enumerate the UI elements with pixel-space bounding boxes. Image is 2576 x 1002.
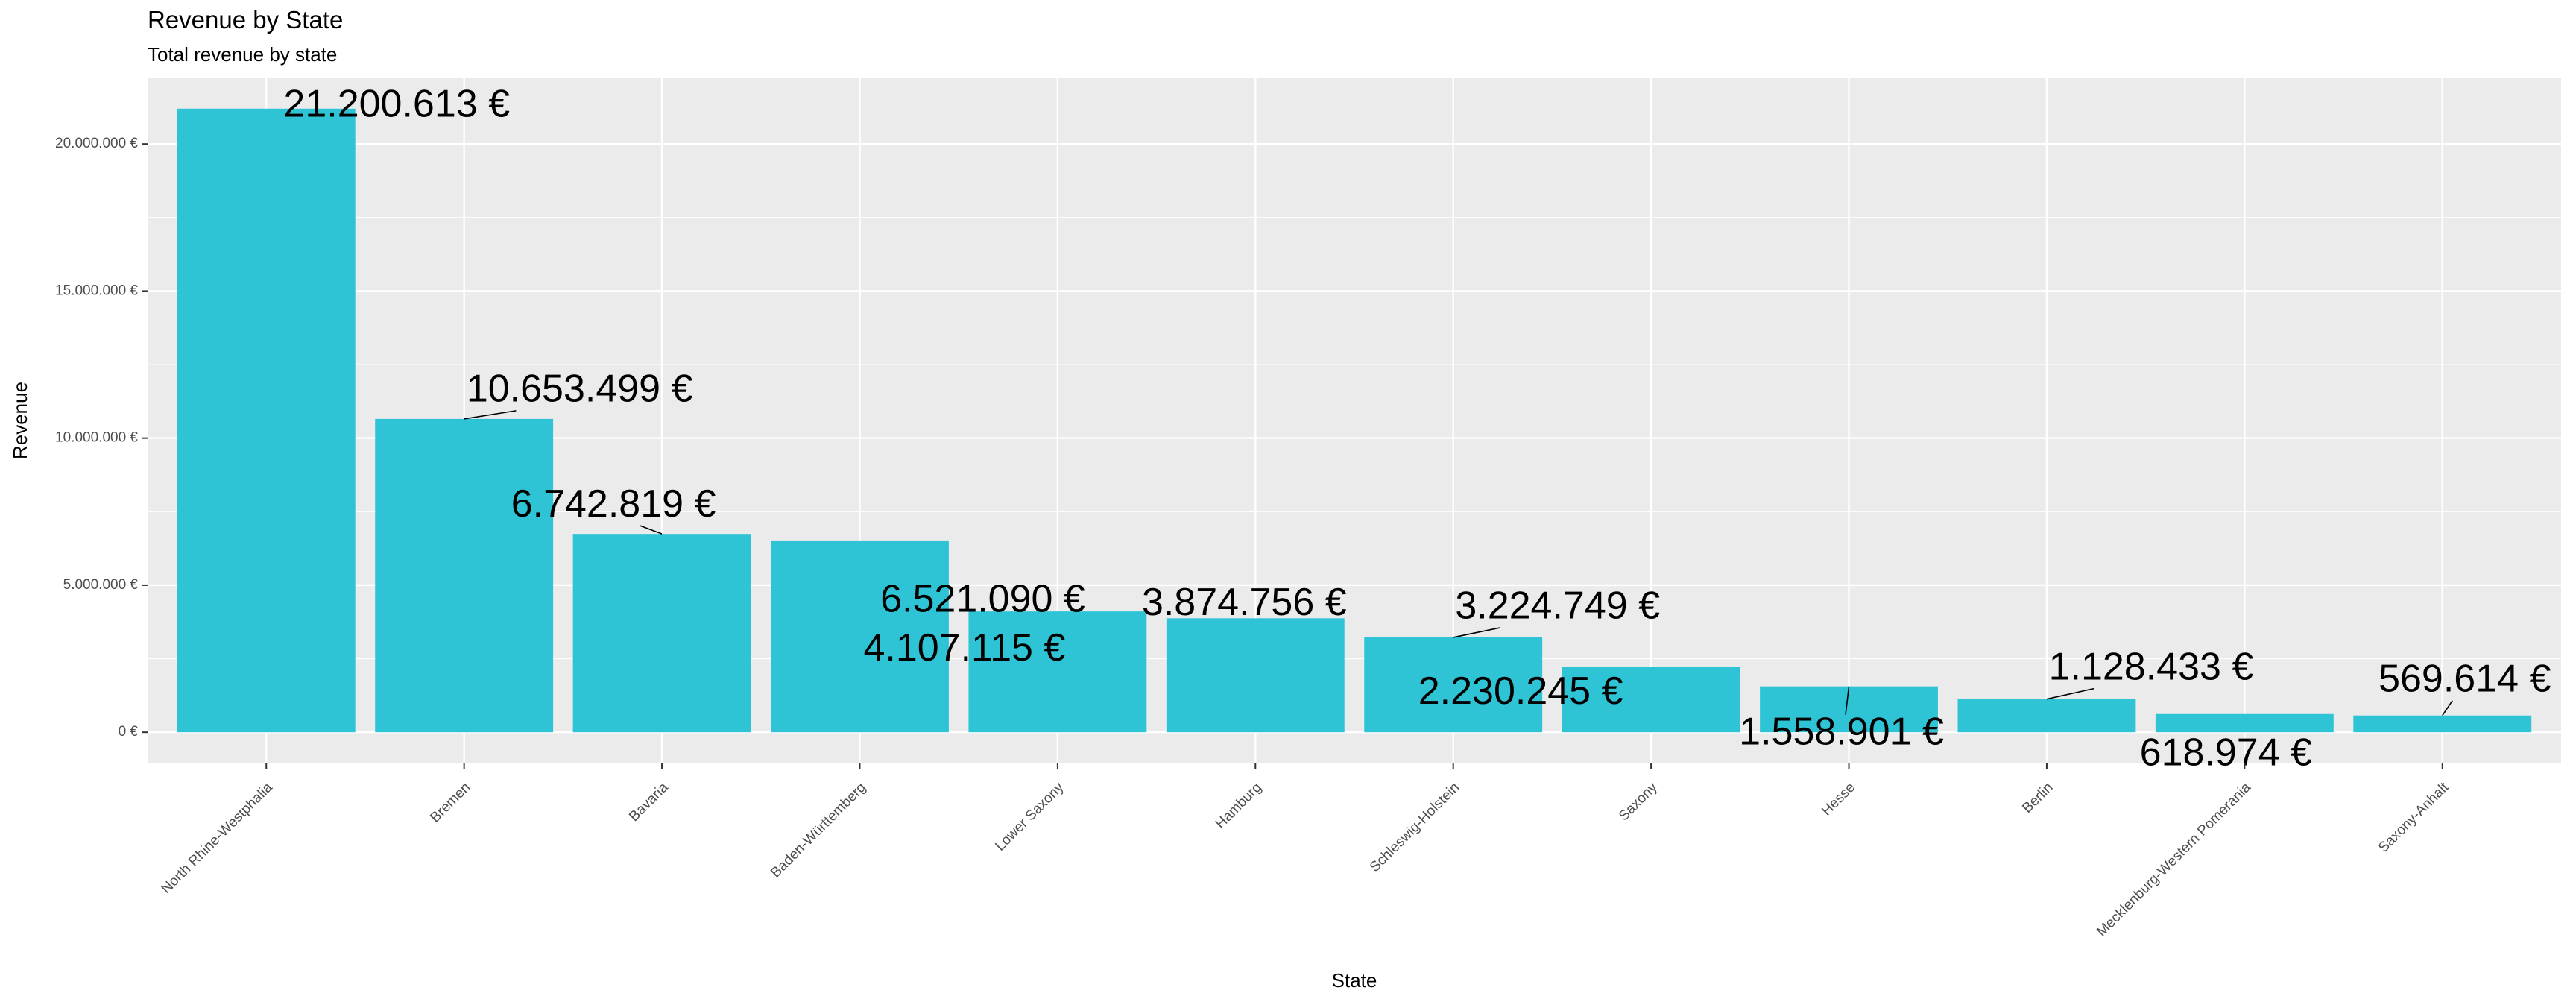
bar-9 (1760, 686, 1938, 733)
bar-2 (375, 418, 554, 733)
bar-11 (2155, 713, 2334, 733)
data-label-12: 569.614 € (2378, 657, 2551, 700)
x-tick-label: Saxony (1616, 779, 1661, 824)
bar-5 (968, 611, 1147, 733)
y-tick-label: 0 € (119, 724, 139, 740)
x-tick-label: Bremen (427, 780, 473, 826)
bar-4 (771, 540, 949, 733)
data-label-3: 6.742.819 € (511, 482, 716, 526)
bar-12 (2353, 715, 2532, 733)
bar-8 (1562, 667, 1740, 733)
data-labels: 21.200.613 € 10.653.499 € 6.742.819 € 6.521… (283, 83, 2551, 775)
bar-7 (1364, 637, 1543, 733)
bar-3 (572, 534, 751, 733)
x-axis: North Rhine-Westphalia Bremen Bavaria Baden… (159, 763, 2452, 939)
y-tick-label: 5.000.000 € (63, 577, 139, 593)
bar-1 (177, 108, 356, 733)
x-tick-label: Hamburg (1213, 780, 1265, 832)
x-tick-label: Berlin (2019, 780, 2056, 816)
y-axis: 0 € 5.000.000 € 10.000.000 € 15.000.000 € 20… (55, 136, 148, 740)
x-axis-title: State (1332, 969, 1377, 992)
x-tick-label: Lower Saxony (992, 779, 1067, 854)
leader-line-3 (640, 525, 663, 535)
y-tick-label: 15.000.000 € (55, 283, 138, 298)
x-tick-label: Saxony-Anhalt (2375, 779, 2452, 856)
x-tick-label: Mecklenburg-Western Pomerania (2094, 779, 2254, 939)
x-tick-label: Hesse (1819, 780, 1858, 819)
leader-line-9 (1845, 686, 1850, 715)
x-tick-label: Schleswig-Holstein (1367, 780, 1462, 875)
data-label-5: 4.107.115 € (863, 626, 1065, 669)
y-tick-label: 10.000.000 € (55, 430, 138, 446)
x-tick-label: Bavaria (626, 779, 672, 825)
data-label-6: 3.874.756 € (1142, 581, 1347, 624)
x-tick-label: North Rhine-Westphalia (159, 779, 277, 897)
data-label-4: 6.521.090 € (880, 578, 1085, 621)
bars (177, 108, 2532, 733)
leader-line-7 (1453, 627, 1500, 638)
data-label-10: 1.128.433 € (2049, 645, 2254, 688)
chart-title: Revenue by State (148, 6, 344, 34)
leader-line-12 (2442, 700, 2453, 716)
data-label-9: 1.558.901 € (1739, 710, 1944, 753)
label-leader-lines (464, 410, 2453, 716)
data-label-8: 2.230.245 € (1418, 669, 1623, 713)
data-label-1: 21.200.613 € (283, 83, 510, 126)
data-label-7: 3.224.749 € (1455, 584, 1660, 628)
data-label-11: 618.974 € (2140, 731, 2312, 774)
data-label-2: 10.653.499 € (467, 368, 693, 411)
leader-line-10 (2046, 687, 2094, 700)
bar-6 (1166, 618, 1345, 733)
leader-line-2 (464, 410, 517, 420)
bar-10 (1957, 699, 2136, 733)
chart-subtitle: Total revenue by state (148, 43, 338, 66)
x-tick-label: Baden-Württemberg (768, 780, 869, 881)
y-axis-title: Revenue (9, 382, 31, 459)
y-tick-label: 20.000.000 € (55, 136, 138, 151)
